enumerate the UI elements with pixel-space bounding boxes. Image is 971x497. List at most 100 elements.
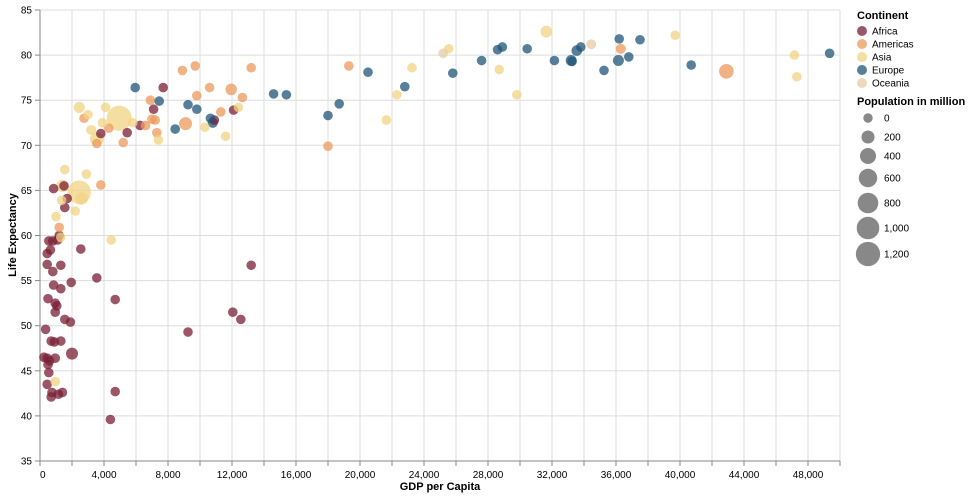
y-tick-label: 85 <box>21 6 33 17</box>
data-point-africa <box>43 367 54 378</box>
data-point-africa <box>55 336 66 346</box>
legend-swatch-africa <box>857 26 867 36</box>
data-point-americas <box>177 65 188 76</box>
data-point-asia <box>50 376 61 387</box>
data-point-asia <box>51 211 61 222</box>
data-point-africa <box>122 127 133 138</box>
x-axis-title: GDP per Capita <box>400 481 481 493</box>
legend-size-label: 1,200 <box>884 250 909 261</box>
legend-size-circle <box>860 148 876 164</box>
data-point-americas <box>343 61 354 71</box>
x-tick-label: 36,000 <box>601 470 632 481</box>
legend-size-label: 1,000 <box>884 224 909 235</box>
legend-swatch-americas <box>857 39 867 49</box>
data-point-africa <box>158 82 169 93</box>
data-point-europe <box>183 99 193 110</box>
data-point-europe <box>399 81 410 92</box>
data-point-africa <box>148 104 159 115</box>
legend-size-label: 400 <box>884 152 901 163</box>
data-points <box>39 25 835 425</box>
data-point-asia <box>233 102 244 113</box>
data-point-asia <box>789 50 800 60</box>
data-point-oceania <box>586 39 597 50</box>
x-tick-label: 8,000 <box>155 470 180 481</box>
data-point-europe <box>191 104 202 115</box>
data-point-africa <box>65 347 79 360</box>
legend-color-title: Continent <box>857 10 909 22</box>
data-point-asia <box>81 169 92 179</box>
data-point-oceania <box>438 48 449 59</box>
data-point-africa <box>55 260 66 271</box>
data-point-asia <box>59 164 70 175</box>
data-point-africa <box>66 277 77 288</box>
data-point-africa <box>227 307 238 317</box>
data-point-americas <box>150 115 161 125</box>
data-point-africa <box>59 202 70 213</box>
legend-size-circle <box>855 241 881 267</box>
data-point-asia <box>73 101 85 113</box>
data-point-africa <box>43 236 54 246</box>
data-point-asia <box>391 89 402 100</box>
x-tick-label: 0 <box>40 470 46 481</box>
data-point-europe <box>686 60 697 70</box>
legend-label-africa: Africa <box>872 27 898 38</box>
y-tick-label: 35 <box>21 457 33 468</box>
data-point-americas <box>151 127 162 138</box>
x-tick-label: 48,000 <box>793 470 824 481</box>
data-point-americas <box>91 138 102 149</box>
data-point-africa <box>42 379 53 390</box>
legend-swatch-europe <box>857 65 867 75</box>
data-point-europe <box>281 89 292 100</box>
data-point-europe <box>268 89 279 99</box>
legend-size-label: 800 <box>884 199 901 210</box>
data-point-africa <box>65 317 76 327</box>
data-point-americas <box>95 180 106 190</box>
y-tick-label: 55 <box>21 276 33 287</box>
x-tick-label: 24,000 <box>409 470 440 481</box>
data-point-americas <box>719 64 734 79</box>
data-point-asia <box>75 192 88 205</box>
legend-size-circle <box>856 216 880 240</box>
data-point-asia <box>56 195 67 206</box>
data-point-europe <box>614 34 625 44</box>
y-tick-label: 60 <box>21 231 33 242</box>
data-point-americas <box>323 141 333 152</box>
data-point-americas <box>225 83 237 96</box>
data-point-asia <box>127 117 138 128</box>
data-point-americas <box>54 222 65 233</box>
data-point-europe <box>824 48 835 59</box>
legend-swatch-asia <box>857 52 867 62</box>
legend-size-circle <box>863 113 873 123</box>
x-tick-label: 12,000 <box>217 470 248 481</box>
x-tick-label: 28,000 <box>473 470 504 481</box>
data-point-africa <box>43 293 53 304</box>
data-point-americas <box>145 95 156 106</box>
legend-size-entries: 0 200 400 600 800 1,000 1,200 <box>855 113 909 267</box>
data-point-africa <box>57 387 68 398</box>
legend-size-label: 200 <box>884 133 901 144</box>
data-point-asia <box>106 105 132 131</box>
data-point-africa <box>110 386 121 397</box>
data-point-americas <box>215 107 226 117</box>
data-point-americas <box>191 90 202 101</box>
y-tick-label: 40 <box>21 411 33 422</box>
legend-label-europe: Europe <box>872 66 905 77</box>
data-point-africa <box>95 128 106 139</box>
legend-label-americas: Americas <box>872 40 914 51</box>
legend-size-label: 0 <box>884 114 890 125</box>
data-point-americas <box>190 61 201 71</box>
data-point-asia <box>55 232 66 243</box>
data-point-europe <box>323 110 333 121</box>
x-tick-label: 32,000 <box>537 470 568 481</box>
y-tick-label: 45 <box>21 366 33 377</box>
data-point-europe <box>205 113 216 124</box>
legend-size-label: 600 <box>884 174 901 185</box>
x-tick-label: 40,000 <box>665 470 696 481</box>
data-point-africa <box>91 273 102 283</box>
data-point-asia <box>153 135 164 145</box>
y-axis-title: Life Expectancy <box>7 192 19 277</box>
data-point-africa <box>59 181 69 191</box>
data-point-americas <box>246 62 257 73</box>
data-point-africa <box>40 324 51 335</box>
data-point-asia <box>791 71 802 82</box>
